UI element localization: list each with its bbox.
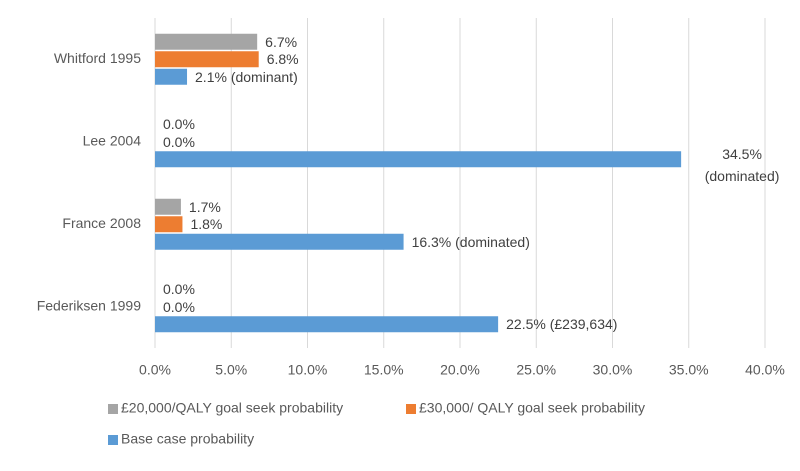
legend-label: £20,000/QALY goal seek probability: [121, 400, 343, 416]
y-tick-label: France 2008: [62, 215, 141, 231]
x-tick-label: 5.0%: [215, 362, 247, 378]
y-tick-label: Federiksen 1999: [37, 297, 142, 313]
value-label: 6.7%: [265, 33, 298, 50]
x-tick-label: 30.0%: [593, 362, 633, 378]
bar: [155, 233, 404, 250]
x-tick-label: 40.0%: [745, 362, 785, 378]
value-label: 2.1% (dominant): [195, 68, 298, 85]
bar: [155, 151, 682, 168]
bar: [155, 68, 188, 85]
bar: [155, 51, 259, 68]
value-label: 34.5% (dominated): [704, 146, 780, 185]
x-tick-label: 35.0%: [669, 362, 709, 378]
x-tick-label: 0.0%: [139, 362, 171, 378]
x-tick-label: 10.0%: [288, 362, 328, 378]
bar: [155, 216, 183, 233]
value-label: 16.3% (dominated): [411, 233, 530, 250]
value-label: 1.7%: [188, 198, 221, 215]
x-tick-label: 25.0%: [516, 362, 556, 378]
y-tick-label: Lee 2004: [83, 132, 142, 148]
x-tick-label: 20.0%: [440, 362, 480, 378]
value-label: 0.0%: [163, 298, 195, 315]
legend-swatch: [406, 404, 416, 414]
value-label: 0.0%: [163, 281, 195, 298]
value-label: 22.5% (£239,634): [506, 316, 618, 333]
value-label: 0.0%: [163, 133, 195, 150]
value-label: 1.8%: [190, 216, 223, 233]
value-label: 6.8%: [266, 51, 299, 68]
value-label: 0.0%: [163, 116, 195, 133]
bar: [155, 316, 499, 333]
legend-label: £30,000/ QALY goal seek probability: [419, 400, 645, 416]
bar: [155, 198, 181, 215]
y-tick-label: Whitford 1995: [54, 50, 141, 66]
bar: [155, 33, 258, 50]
legend-label: Base case probability: [121, 431, 254, 447]
x-tick-label: 15.0%: [364, 362, 404, 378]
legend-swatch: [108, 435, 118, 445]
legend-swatch: [108, 404, 118, 414]
